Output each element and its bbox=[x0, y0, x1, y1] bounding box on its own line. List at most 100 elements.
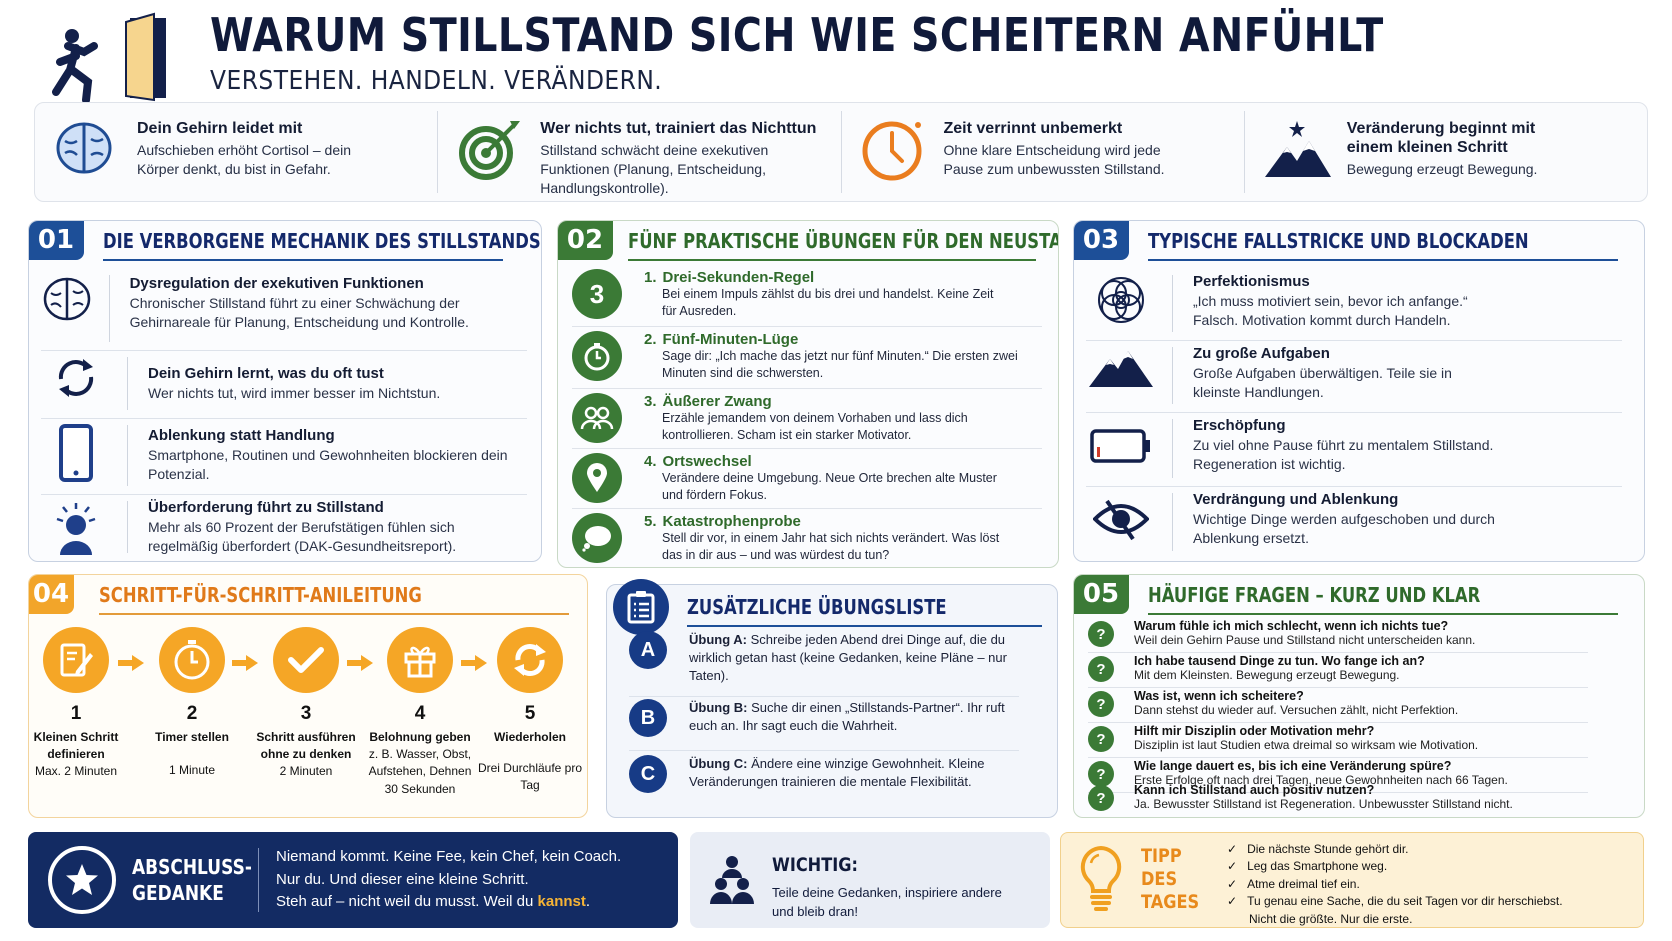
step-sub: 2 Minuten bbox=[279, 763, 333, 778]
section-underline bbox=[103, 259, 503, 261]
tip-title: TIPP DES TAGES bbox=[1141, 845, 1200, 913]
clipboard-list-icon bbox=[613, 579, 669, 635]
intro-item: Veränderung beginnt mit einem kleinen Sc… bbox=[1245, 111, 1647, 193]
step-sub: z. B. Wasser, Obst, Aufstehen, Dehnen 30… bbox=[368, 746, 472, 796]
list-item: Überforderung führt zu Stillstand Mehr a… bbox=[41, 495, 527, 561]
faq-item[interactable]: ? Wie lange dauert es, bis ich eine Verä… bbox=[1088, 759, 1588, 793]
section-title: DIE VERBORGENE MECHANIK DES STILLSTANDS bbox=[103, 229, 541, 253]
item-text: Wer nichts tut, wird immer besser im Nic… bbox=[148, 385, 441, 401]
checkmark-icon bbox=[273, 627, 339, 693]
divider bbox=[1172, 347, 1173, 404]
step-label: Schritt ausführen ohne zu denken bbox=[256, 730, 356, 761]
section-01-card: 01 DIE VERBORGENE MECHANIK DES STILLSTAN… bbox=[28, 220, 542, 562]
section-title: HÄUFIGE FRAGEN – KURZ UND KLAR bbox=[1148, 583, 1481, 607]
exercise-number: 1. bbox=[644, 269, 657, 286]
faq-item[interactable]: ? Hilft mir Disziplin oder Motivation me… bbox=[1088, 724, 1588, 758]
step-number: 5 bbox=[524, 703, 536, 724]
step-sub: Max. 2 Minuten bbox=[34, 763, 118, 778]
item-title: Perfektionismus bbox=[1193, 273, 1310, 290]
tangle-icon bbox=[1086, 269, 1156, 327]
exercise-title: Fünf-Minuten-Lüge bbox=[662, 331, 799, 348]
section-underline bbox=[628, 259, 1036, 261]
list-item: Dysregulation der exekutiven Funktionen … bbox=[41, 269, 527, 351]
step-item: 3 Schritt ausführen ohne zu denken 2 Min… bbox=[251, 627, 361, 780]
question-icon: ? bbox=[1088, 726, 1114, 752]
extra-exercise-item: A Übung A: Schreibe jeden Abend drei Din… bbox=[629, 631, 1019, 697]
item-title: Ablenkung statt Handlung bbox=[148, 427, 335, 444]
list-item: Ablenkung statt Handlung Smartphone, Rou… bbox=[41, 419, 527, 495]
tip-footer: Nicht die größte. Nur die erste. bbox=[1249, 911, 1413, 926]
faq-question: Wie lange dauert es, bis ich eine Veränd… bbox=[1134, 759, 1452, 773]
stressed-person-icon bbox=[41, 495, 111, 557]
letter-badge: B bbox=[629, 699, 667, 737]
target-icon bbox=[456, 117, 522, 183]
intro-text: Ohne klare Entscheidung wird jede Pause … bbox=[943, 142, 1165, 178]
step-number: 1 bbox=[70, 703, 82, 724]
divider bbox=[1172, 275, 1173, 332]
faq-item[interactable]: ? Was ist, wenn ich scheitere? Dann stehs… bbox=[1088, 689, 1588, 723]
letter-badge: A bbox=[629, 631, 667, 669]
section-underline bbox=[687, 625, 1042, 627]
section-title: TYPISCHE FALLSTRICKE UND BLOCKADEN bbox=[1148, 229, 1529, 253]
closing-thought-banner: ABSCHLUSS- GEDANKE Niemand kommt. Keine … bbox=[28, 832, 678, 928]
tip-list: ✓ Die nächste Stunde gehört dir. ✓ Leg das… bbox=[1227, 841, 1563, 928]
extra-exercise-text: Übung A: Schreibe jeden Abend drei Dinge… bbox=[689, 632, 1007, 684]
exercise-text: Verändere deine Umgebung. Neue Orte brec… bbox=[662, 471, 997, 502]
arrow-right-icon bbox=[232, 655, 258, 671]
extra-exercise-item: C Übung C: Ändere eine winzige Gewohnhei… bbox=[629, 755, 1019, 807]
section-underline bbox=[1148, 613, 1618, 615]
checkmark-icon: ✓ bbox=[1227, 876, 1238, 891]
exercise-number: 3. bbox=[644, 393, 657, 410]
question-icon: ? bbox=[1088, 656, 1114, 682]
stopwatch-icon bbox=[572, 331, 622, 381]
step-item: 4 Belohnung geben z. B. Wasser, Obst, Au… bbox=[365, 627, 475, 798]
faq-question: Kann ich Stillstand auch positiv nutzen? bbox=[1134, 783, 1375, 797]
eye-slash-icon bbox=[1086, 487, 1156, 541]
mountain-icon bbox=[1263, 117, 1331, 183]
divider bbox=[258, 848, 259, 912]
intro-item: Wer nichts tut, trainiert das Nichttun S… bbox=[438, 111, 842, 196]
step-number: 4 bbox=[414, 703, 426, 724]
list-item: Perfektionismus „Ich muss motiviert sein… bbox=[1086, 269, 1622, 341]
faq-item[interactable]: ? Ich habe tausend Dinge zu tun. Wo fang… bbox=[1088, 654, 1588, 688]
list-item: Verdrängung und Ablenkung Wichtige Dinge… bbox=[1086, 487, 1622, 559]
item-title: Verdrängung und Ablenkung bbox=[1193, 491, 1399, 508]
tip-of-the-day-card: TIPP DES TAGES ✓ Die nächste Stunde gehör… bbox=[1060, 832, 1644, 928]
section-05-card: 05 HÄUFIGE FRAGEN – KURZ UND KLAR ? Waru… bbox=[1073, 574, 1645, 818]
exercise-text: Erzähle jemandem von deinem Vorhaben und… bbox=[662, 411, 968, 442]
clock-icon bbox=[860, 117, 926, 183]
tip-item: ✓ Leg das Smartphone weg. bbox=[1227, 859, 1388, 874]
section-underline bbox=[1148, 259, 1618, 261]
exercise-item: 4. Ortswechsel Verändere deine Umgebung. … bbox=[572, 449, 1042, 509]
divider bbox=[127, 357, 128, 410]
brain-icon bbox=[41, 269, 93, 325]
list-item: Zu große Aufgaben Große Aufgaben überwäl… bbox=[1086, 341, 1622, 413]
exercise-text: Stell dir vor, in einem Jahr hat sich ni… bbox=[662, 531, 1000, 562]
tip-item: ✓ Atme dreimal tief ein. bbox=[1227, 876, 1360, 891]
extra-exercise-text: Übung B: Suche dir einen „Stillstands-Pa… bbox=[689, 700, 1005, 734]
intro-text: Stillstand schwächt deine exekutiven Fun… bbox=[540, 142, 769, 196]
important-note-card: WICHTIG: Teile deine Gedanken, inspirier… bbox=[690, 832, 1050, 928]
page-subtitle: VERSTEHEN. HANDELN. VERÄNDERN. bbox=[210, 66, 663, 96]
intro-item: Zeit verrinnt unbemerkt Ohne klare Entsc… bbox=[842, 111, 1245, 193]
question-icon: ? bbox=[1088, 691, 1114, 717]
important-title: WICHTIG: bbox=[772, 854, 858, 876]
faq-question: Hilft mir Disziplin oder Motivation mehr… bbox=[1134, 724, 1375, 738]
gift-icon bbox=[387, 627, 453, 693]
intro-item: Dein Gehirn leidet mit Aufschieben erhöh… bbox=[35, 111, 439, 193]
section-underline bbox=[99, 613, 569, 615]
closing-text: Niemand kommt. Keine Fee, kein Chef, kei… bbox=[276, 848, 622, 910]
faq-answer: Disziplin ist laut Studien etwa dreimal … bbox=[1134, 738, 1479, 752]
closing-label: ABSCHLUSS- GEDANKE bbox=[132, 855, 252, 905]
star-icon bbox=[48, 846, 116, 914]
item-title: Dein Gehirn lernt, was du oft tust bbox=[148, 365, 384, 382]
letter-badge: C bbox=[629, 755, 667, 793]
question-icon: ? bbox=[1088, 621, 1114, 647]
exercise-title: Ortswechsel bbox=[662, 453, 752, 470]
faq-item[interactable]: ? Warum fühle ich mich schlecht, wenn ic… bbox=[1088, 619, 1588, 653]
exercise-title: Katastrophenprobe bbox=[662, 513, 801, 530]
section-number: 04 bbox=[29, 575, 74, 614]
faq-item[interactable]: ? Kann ich Stillstand auch positiv nutze… bbox=[1088, 783, 1588, 817]
checkmark-icon: ✓ bbox=[1227, 894, 1238, 909]
faq-answer: Dann stehst du wieder auf. Versuchen zäh… bbox=[1134, 703, 1459, 717]
